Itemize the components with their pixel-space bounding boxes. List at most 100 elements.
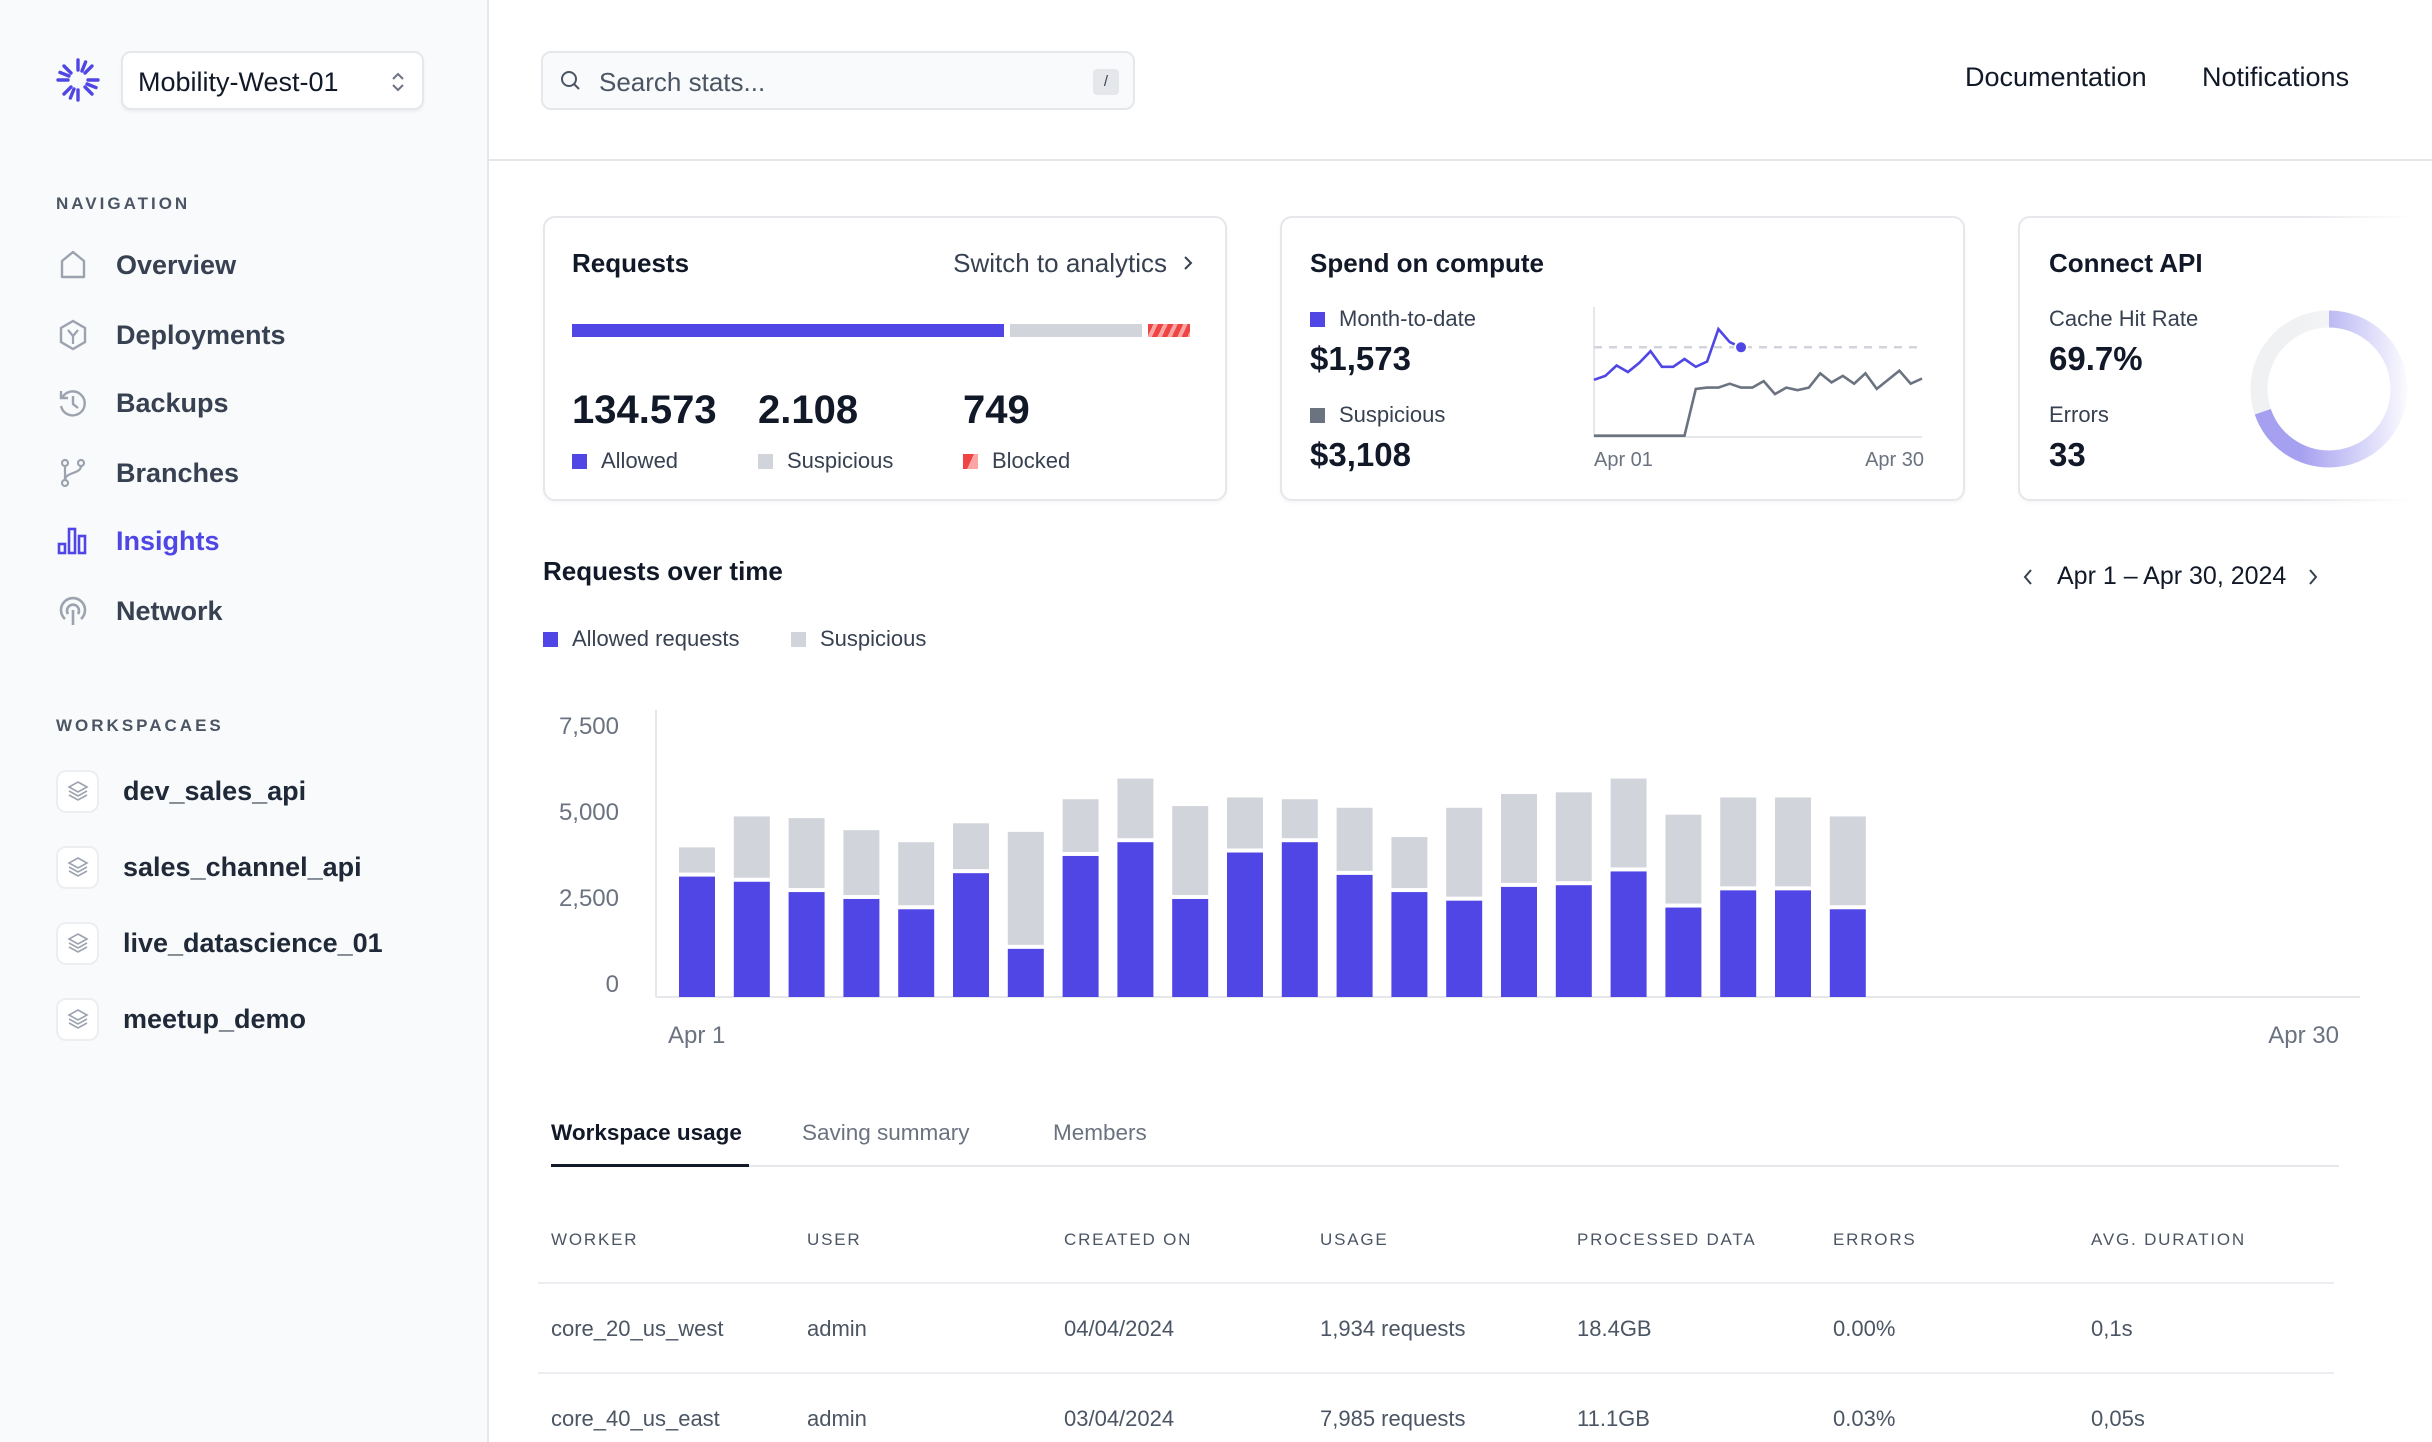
allowed-bar (1775, 890, 1811, 997)
sidebar-item-label: Backups (116, 387, 229, 418)
broadcast-icon (59, 596, 87, 625)
workspace-label: dev_sales_api (123, 775, 307, 806)
suspicious-value: 2.108 (758, 388, 859, 432)
allowed-bar (1391, 892, 1428, 997)
suspicious-spend-label: Suspicious (1310, 402, 1445, 428)
requests-bar-chart: 0 2,500 5,000 7,500 Apr 1 Apr 30 (559, 710, 2360, 1049)
suspicious-bar (1117, 778, 1154, 839)
sidebar-item-overview[interactable]: Overview (56, 240, 456, 290)
chevron-up-down-icon (392, 72, 404, 92)
suspicious-bar (1062, 799, 1099, 852)
y-tick-label: 5,000 (559, 799, 619, 826)
allowed-bar (788, 892, 825, 997)
sidebar-item-insights[interactable]: Insights (56, 516, 456, 566)
suspicious-bar (1775, 797, 1811, 887)
layers-icon (56, 845, 99, 889)
logo-icon (56, 58, 100, 102)
cache-hit-label: Cache Hit Rate (2049, 306, 2199, 331)
cache-hit-value: 69.7% (2049, 340, 2143, 377)
workspace-selector[interactable]: Mobility-West-01 (121, 51, 424, 110)
chart-title: Requests over time (543, 556, 783, 586)
column-header: PROCESSED DATA (1577, 1230, 1757, 1249)
suspicious-bar (1391, 837, 1428, 889)
allowed-bar (953, 873, 989, 997)
home-icon (60, 250, 86, 279)
errors-value: 33 (2049, 436, 2086, 473)
legend-label: Allowed requests (572, 626, 740, 651)
next-range-button[interactable] (2305, 566, 2321, 588)
suspicious-bar (1555, 792, 1592, 882)
legend-swatch (572, 454, 587, 469)
y-tick-label: 0 (606, 971, 619, 998)
workspace-label: live_datascience_01 (123, 927, 383, 958)
allowed-bar (1555, 885, 1592, 997)
suspicious-bar (733, 816, 770, 878)
sidebar-item-backups[interactable]: Backups (56, 378, 456, 428)
errors-label: Errors (2049, 402, 2109, 427)
allowed-bar (1336, 874, 1373, 997)
legend-swatch (1310, 312, 1325, 327)
workspace-item[interactable]: sales_channel_api (56, 844, 476, 890)
allowed-bar (1117, 842, 1154, 997)
y-tick-label: 7,500 (559, 713, 619, 740)
suspicious-bar (1010, 324, 1142, 337)
table-cell: 11.1GB (1577, 1406, 1650, 1431)
sidebar-item-branches[interactable]: Branches (56, 448, 456, 498)
date-range-label: Apr 1 – Apr 30, 2024 (2057, 562, 2287, 590)
sidebar-item-deployments[interactable]: Deployments (56, 310, 456, 360)
legend-label: Allowed (601, 448, 679, 473)
table-cell: 0,05s (2091, 1406, 2145, 1431)
switch-to-analytics-link[interactable]: Switch to analytics (953, 248, 1167, 278)
allowed-bar (1062, 855, 1099, 997)
requests-card: Requests Switch to analytics 134.573 2.1… (543, 216, 1227, 501)
suspicious-legend: Suspicious (758, 448, 893, 474)
suspicious-bar (1610, 778, 1647, 868)
suspicious-bar (1665, 814, 1702, 904)
table-cell: 03/04/2024 (1064, 1406, 1175, 1431)
suspicious-bar (1501, 794, 1537, 883)
tab-members[interactable]: Members (1053, 1120, 1147, 1145)
tab-workspace-usage[interactable]: Workspace usage (551, 1120, 742, 1145)
search-input[interactable]: Search stats... / (541, 51, 1135, 110)
column-header: USAGE (1320, 1230, 1389, 1249)
current-point-marker (1734, 340, 1749, 355)
chart-legend-allowed: Allowed requests (543, 626, 740, 652)
allowed-bar (1281, 842, 1318, 997)
blocked-bar (1148, 324, 1190, 337)
allowed-bar (572, 324, 1004, 337)
x-tick-label: Apr 1 (668, 1022, 725, 1049)
bar-chart-icon (57, 527, 87, 555)
sidebar-item-label: Insights (116, 525, 220, 556)
fade-overlay (2300, 205, 2432, 515)
history-icon (59, 390, 86, 417)
workspace-selector-value: Mobility-West-01 (138, 67, 339, 97)
workspace-item[interactable]: dev_sales_api (56, 768, 476, 814)
sidebar-item-network[interactable]: Network (56, 586, 456, 636)
navigation-label: NAVIGATION (56, 194, 191, 213)
workspace-item[interactable]: live_datascience_01 (56, 920, 476, 966)
suspicious-spend-value: $3,108 (1310, 436, 1411, 473)
notifications-link[interactable]: Notifications (2202, 62, 2350, 92)
workspace-label: sales_channel_api (123, 851, 362, 882)
suspicious-bar (1007, 831, 1044, 945)
card-title: Connect API (2049, 248, 2203, 278)
tab-saving-summary[interactable]: Saving summary (802, 1120, 970, 1145)
table-cell: 18.4GB (1577, 1316, 1652, 1341)
previous-range-button[interactable] (2020, 566, 2036, 588)
sidebar-item-label: Branches (116, 457, 240, 488)
suspicious-bar (788, 818, 825, 889)
layers-icon (56, 769, 99, 813)
month-to-date-line (1593, 326, 1742, 382)
legend-label: Suspicious (820, 626, 927, 651)
suspicious-line (1594, 368, 1923, 437)
documentation-link[interactable]: Documentation (1965, 62, 2147, 92)
workspace-item[interactable]: meetup_demo (56, 996, 476, 1042)
allowed-bar (1172, 898, 1209, 997)
table-cell: admin (807, 1406, 867, 1431)
blocked-value: 749 (963, 388, 1030, 432)
chart-legend-suspicious: Suspicious (791, 626, 926, 652)
legend-label: Month-to-date (1339, 306, 1476, 331)
tabs-divider (551, 1165, 2339, 1167)
package-icon (59, 319, 87, 351)
suspicious-bar (679, 847, 715, 873)
